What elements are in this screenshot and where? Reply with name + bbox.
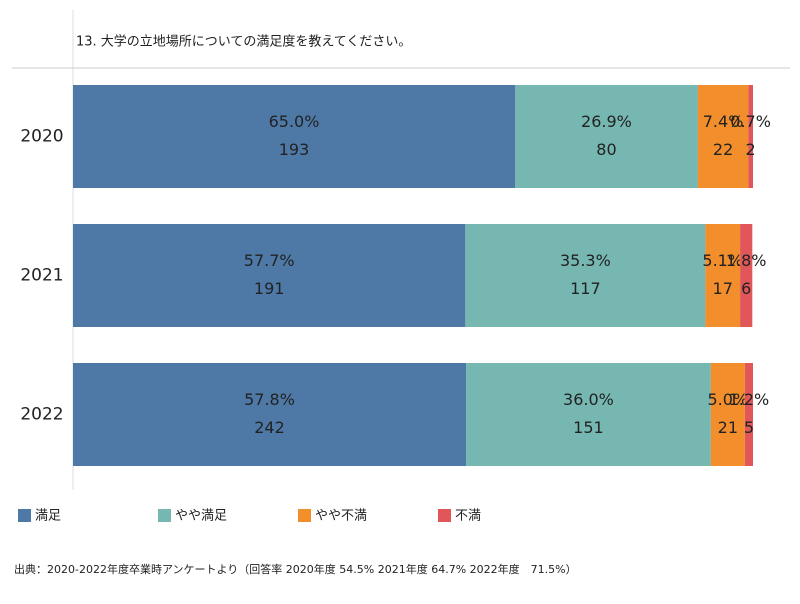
legend-swatch [298, 509, 311, 522]
legend-label: 不満 [455, 509, 481, 524]
bar-segment [748, 85, 753, 188]
count-label: 191 [254, 279, 285, 298]
legend-label: やや不満 [315, 509, 367, 524]
value-label: 1.2% [729, 390, 770, 409]
bar-segment [73, 363, 467, 466]
count-label: 193 [279, 140, 310, 159]
y-tick-label: 2021 [20, 266, 63, 286]
y-tick-label: 2022 [20, 405, 63, 425]
bar-segment [73, 224, 466, 327]
count-label: 17 [713, 279, 733, 298]
bar-segment [710, 363, 745, 466]
count-label: 6 [741, 279, 751, 298]
count-label: 117 [570, 279, 601, 298]
bar-segment [73, 85, 515, 188]
bar-segment [705, 224, 741, 327]
value-label: 1.8% [726, 251, 767, 270]
bar-segment [515, 85, 698, 188]
value-label: 5.0% [708, 390, 749, 409]
bar-segment [466, 363, 711, 466]
count-label: 2 [746, 140, 756, 159]
count-label: 80 [596, 140, 616, 159]
y-tick-label: 2020 [20, 127, 63, 147]
value-label: 36.0% [563, 390, 614, 409]
value-label: 7.4% [703, 112, 744, 131]
legend-swatch [158, 509, 171, 522]
value-label: 57.8% [244, 390, 295, 409]
value-label: 26.9% [581, 112, 632, 131]
legend-label: やや満足 [175, 509, 227, 524]
count-label: 151 [573, 418, 604, 437]
count-label: 242 [254, 418, 285, 437]
bar-segment [697, 85, 749, 188]
value-label: 5.1% [702, 251, 743, 270]
legend-swatch [18, 509, 31, 522]
legend-label: 満足 [35, 509, 61, 524]
count-label: 5 [744, 418, 754, 437]
legend-swatch [438, 509, 451, 522]
value-label: 35.3% [560, 251, 611, 270]
value-label: 0.7% [730, 112, 771, 131]
source-note: 出典：2020-2022年度卒業時アンケートより（回答率 2020年度 54.5… [14, 562, 577, 576]
bar-segment [740, 224, 753, 327]
count-label: 22 [713, 140, 733, 159]
value-label: 65.0% [269, 112, 320, 131]
count-label: 21 [718, 418, 738, 437]
bar-segment [744, 363, 753, 466]
value-label: 57.7% [244, 251, 295, 270]
bar-segment [465, 224, 706, 327]
chart-title: 13. 大学の立地場所についての満足度を教えてください。 [76, 34, 411, 50]
